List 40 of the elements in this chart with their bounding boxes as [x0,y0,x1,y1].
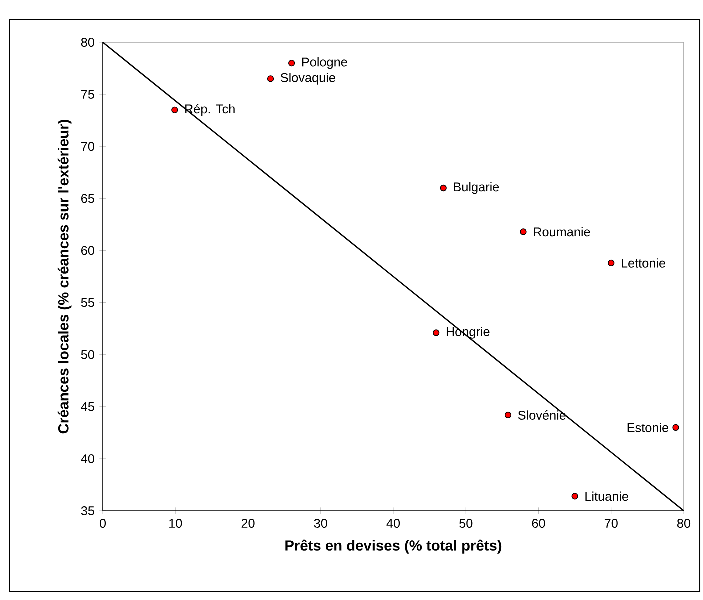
point [288,60,296,67]
annotation: Estonie [628,423,669,432]
point [267,76,274,82]
y-tick-label: 45 [81,402,94,412]
x-tick-label: 0 [100,519,106,528]
x-tick-label: 40 [386,519,400,528]
x-tick-label: 80 [677,519,691,528]
y-tick-label: 55 [81,298,94,308]
y-tick-label: 70 [82,142,94,152]
y-tick-label: 60 [82,246,94,256]
x-tick-label: 30 [314,519,328,528]
point [672,424,680,432]
x-tick-label: 60 [532,519,546,528]
annotation: Roumanie [534,227,590,237]
annotation: Slovaquie [280,73,336,85]
annotation: Bulgarie [454,182,500,194]
y-tick-label: 75 [82,90,94,99]
x-tick-label: 50 [460,519,473,528]
point [433,330,440,336]
point [608,260,615,267]
point [520,228,527,236]
x-tick-label: 70 [604,519,618,528]
point [440,184,447,192]
y-tick-label: 50 [81,350,94,360]
y-tick-label: 80 [81,38,94,47]
annotation: Pologne [302,57,348,70]
y-axis-title: Créances locales (% créances sur l'extérieur) [58,120,72,434]
annotation: Rép. Tch [186,104,235,116]
point [572,493,578,500]
annotation: Lituanie [586,492,628,502]
y-tick-label: 35 [81,506,94,516]
annotation: Lettonie [622,258,666,268]
x-axis-title: Prêts en devises (% total prêts) [286,540,502,554]
annotation: Slovénie [518,410,566,420]
y-tick-label: 65 [82,194,94,204]
x-tick-label: 20 [242,519,255,528]
y-tick-label: 40 [81,454,94,464]
point [172,106,178,114]
x-tick-label: 10 [170,519,182,528]
point [504,412,512,419]
